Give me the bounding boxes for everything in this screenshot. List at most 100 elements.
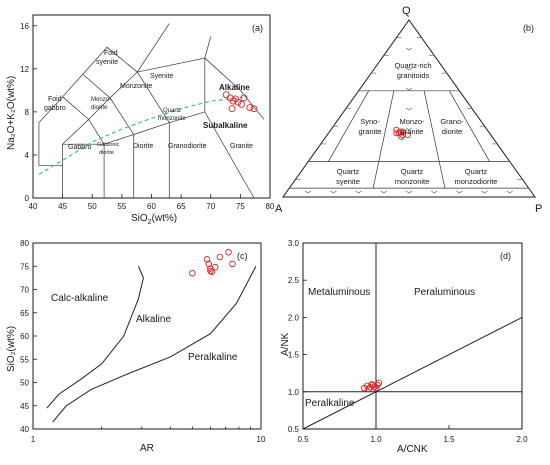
bottom-edge-tick bbox=[405, 190, 413, 194]
field-foid-gabbro-2: gabbro bbox=[44, 105, 66, 112]
sample-point bbox=[222, 91, 230, 99]
field-alkaline: Alkaline bbox=[136, 314, 171, 325]
field-quartz-monzodiorite-2: monzodiorite bbox=[455, 177, 498, 186]
bottom-edge-tick bbox=[506, 190, 513, 194]
tas-boundary-line bbox=[62, 96, 105, 145]
field-monzodiorite-1: Monzo- bbox=[91, 97, 111, 103]
field-quartz-syenite-2: syenite bbox=[336, 177, 360, 186]
panel-a-x-axis-label: SiO2(wt%) bbox=[131, 213, 177, 226]
field-peralkaline-d: Peralkaline bbox=[305, 398, 355, 409]
field-peralkaline-c: Peralkaline bbox=[188, 352, 238, 363]
y-tick-label: 60 bbox=[20, 332, 29, 341]
sample-point bbox=[240, 94, 248, 102]
field-syno-granite-1: Syno- bbox=[360, 117, 380, 126]
alkaline-peralkaline-boundary bbox=[52, 266, 257, 423]
sample-point bbox=[228, 105, 236, 113]
x-tick-label: 1.0 bbox=[370, 435, 382, 444]
center-chevron bbox=[405, 67, 413, 71]
x-tick-label: 75 bbox=[236, 202, 245, 211]
field-quartz-monzonite-1: Quartz bbox=[163, 108, 181, 114]
field-gabbroic-diorite-1: Gabbroic bbox=[97, 142, 120, 148]
field-monzonite: Monzonite bbox=[120, 83, 152, 90]
y-tick-label: 55 bbox=[20, 355, 29, 364]
sample-point bbox=[250, 105, 258, 113]
apex-p-label: P bbox=[535, 203, 542, 215]
bottom-edge-tick bbox=[456, 190, 463, 194]
calc-alkaline-alkaline-boundary bbox=[46, 266, 144, 409]
field-gabbroic-diorite-2: diorite bbox=[99, 150, 114, 156]
y-tick-label: 75 bbox=[20, 262, 29, 271]
y-tick-label: 1.5 bbox=[288, 351, 300, 360]
field-quartz-rich-granitoids-1: Quartz-rich bbox=[394, 61, 431, 70]
qap-ratio-line bbox=[423, 90, 446, 189]
center-chevron bbox=[405, 87, 413, 91]
bottom-edge-tick bbox=[330, 190, 337, 194]
panel-d-alumina-saturation-diagram: 0.5 1.0 1.5 2.0 0.5 1.0 1.5 2.0 2.5 3.0 (d) Metal… bbox=[280, 239, 528, 455]
x-tick-label: 70 bbox=[206, 202, 215, 211]
center-chevron bbox=[405, 127, 413, 131]
bottom-edge-tick bbox=[431, 190, 438, 194]
x-tick-label: 45 bbox=[58, 202, 67, 211]
panel-d-frame bbox=[302, 242, 523, 430]
field-quartz-monzodiorite-1: Quartz bbox=[465, 167, 488, 176]
field-foid-gabbro-1: Foid bbox=[48, 96, 62, 103]
series-alkaline-label: Alkaline bbox=[219, 83, 250, 92]
tas-boundary-line bbox=[137, 36, 212, 73]
panel-d-sample-points bbox=[361, 379, 383, 393]
y-tick-label: 2.0 bbox=[288, 313, 300, 322]
bottom-edge-tick bbox=[481, 190, 488, 194]
panel-b-sample-points bbox=[393, 126, 411, 140]
y-tick-label: 4 bbox=[25, 151, 30, 160]
field-foid-syenite-2: syenite bbox=[96, 59, 118, 66]
x-tick-label: 0.5 bbox=[297, 435, 309, 444]
x-tick-label: 55 bbox=[117, 202, 126, 211]
panel-d-y-axis-label: A/NK bbox=[280, 332, 291, 356]
center-chevron bbox=[405, 47, 413, 51]
field-quartz-monzonite-qap-2: monzonite bbox=[395, 177, 430, 186]
sample-point bbox=[375, 379, 383, 387]
sample-point bbox=[234, 98, 242, 106]
panel-a-y-axis-label: Na₂O+K₂O(wt%) bbox=[6, 76, 17, 150]
bottom-edge-tick bbox=[380, 190, 387, 194]
panel-b-label: (b) bbox=[523, 23, 534, 33]
field-syno-granite-2: granite bbox=[359, 127, 382, 136]
panel-a-axis-ticks: 40 45 50 55 60 65 70 75 80 0 4 8 12 16 bbox=[20, 22, 275, 211]
field-peraluminous: Peraluminous bbox=[414, 287, 475, 298]
field-quartz-rich-granitoids-2: granitoids bbox=[397, 71, 430, 80]
sample-point bbox=[207, 265, 214, 272]
tas-boundary-line bbox=[136, 71, 170, 123]
field-diorite: Diorite bbox=[133, 143, 153, 150]
sample-point bbox=[404, 131, 411, 139]
sample-point bbox=[398, 133, 405, 140]
y-tick-label: 16 bbox=[20, 22, 29, 31]
panel-d-field-boundaries bbox=[302, 243, 523, 430]
sample-point bbox=[246, 104, 254, 112]
field-quartz-monzonite-2: monzonite bbox=[158, 116, 186, 122]
field-grano-diorite-2: diorite bbox=[442, 127, 462, 136]
sample-point bbox=[205, 260, 213, 268]
qap-ratio-line bbox=[372, 90, 395, 189]
y-tick-label: 80 bbox=[20, 239, 29, 248]
alkaline-subalkaline-divider bbox=[38, 96, 247, 175]
panel-a-sample-points bbox=[222, 91, 258, 113]
tas-boundary-line bbox=[62, 71, 138, 145]
y-tick-label: 3.0 bbox=[288, 239, 300, 248]
field-grano-diorite-1: Grano- bbox=[440, 117, 464, 126]
sample-point bbox=[238, 100, 246, 108]
panel-c-y-axis-label: SiO₂(wt%) bbox=[6, 326, 17, 372]
bottom-edge-tick bbox=[355, 190, 362, 194]
tas-boundary-line bbox=[204, 57, 265, 120]
x-tick-label: 60 bbox=[147, 202, 156, 211]
field-quartz-monzonite-qap-1: Quartz bbox=[401, 167, 424, 176]
sample-point bbox=[207, 267, 214, 275]
field-metaluminous: Metaluminous bbox=[308, 287, 370, 298]
qap-ratio-line bbox=[328, 90, 369, 162]
x-tick-label: 1 bbox=[31, 435, 36, 444]
panel-a-label: (a) bbox=[252, 23, 263, 33]
field-foid-syenite-1: Foid bbox=[104, 50, 118, 57]
x-tick-label: 50 bbox=[88, 202, 97, 211]
y-tick-label: 8 bbox=[25, 108, 30, 117]
sample-point bbox=[365, 385, 372, 393]
